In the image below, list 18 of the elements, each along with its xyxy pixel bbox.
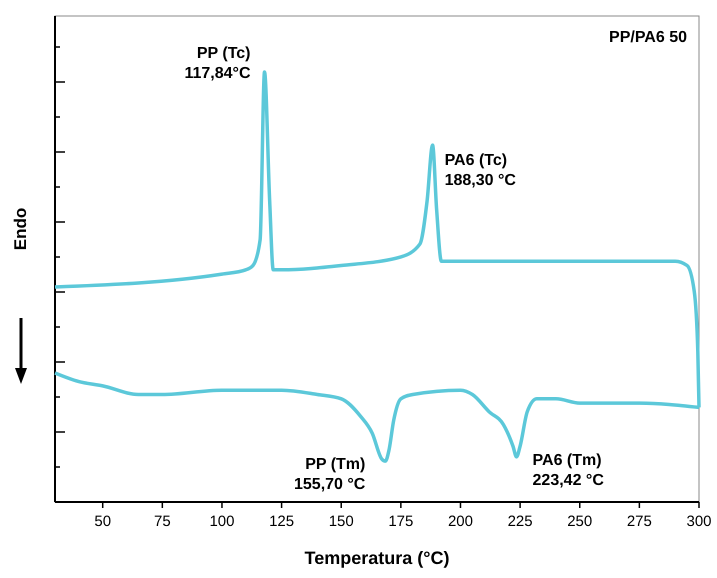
x-tick-label: 125 (269, 513, 294, 530)
annotation: PA6 (Tm) 223,42 °C (532, 452, 604, 489)
x-tick-label: 150 (328, 513, 354, 530)
x-tick-label: 75 (154, 513, 171, 530)
x-tick-label: 250 (567, 513, 592, 530)
y-axis-title: Endo (11, 208, 30, 250)
x-tick-label: 225 (508, 513, 533, 530)
annotation: PP (Tm) 155,70 °C (294, 456, 366, 494)
x-tick-label: 275 (626, 513, 652, 530)
chart-title: PP/PA6 50 (609, 29, 688, 46)
x-tick-label: 300 (686, 513, 712, 530)
annotation: PA6 (Tc) 188,30 °C (444, 152, 516, 190)
x-axis-title: Temperatura (°C) (304, 548, 450, 568)
x-tick-label: 100 (209, 513, 234, 530)
x-tick-label: 50 (94, 513, 112, 530)
annotation: PP (Tc) 117,84°C (184, 45, 251, 82)
x-tick-label: 175 (388, 513, 414, 530)
x-tick-label: 200 (448, 513, 473, 530)
